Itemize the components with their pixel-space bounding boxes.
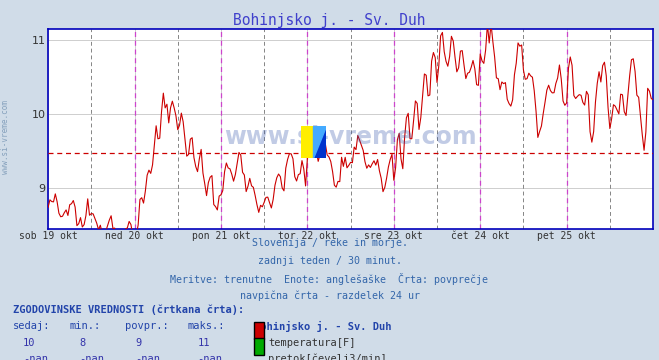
Text: Meritve: trenutne  Enote: anglešaške  Črta: povprečje: Meritve: trenutne Enote: anglešaške Črta… [171, 273, 488, 285]
Text: www.si-vreme.com: www.si-vreme.com [224, 125, 477, 149]
Text: navpična črta - razdelek 24 ur: navpična črta - razdelek 24 ur [239, 290, 420, 301]
Text: povpr.:: povpr.: [125, 321, 169, 331]
Text: pretok[čevelj3/min]: pretok[čevelj3/min] [268, 354, 387, 360]
Text: www.si-vreme.com: www.si-vreme.com [1, 100, 10, 174]
Polygon shape [313, 126, 326, 158]
Text: maks.:: maks.: [188, 321, 225, 331]
Text: Bohinjsko j. - Sv. Duh: Bohinjsko j. - Sv. Duh [233, 13, 426, 28]
Text: temperatura[F]: temperatura[F] [268, 338, 356, 348]
Text: -nan: -nan [135, 354, 160, 360]
Text: -nan: -nan [198, 354, 223, 360]
Text: ZGODOVINSKE VREDNOSTI (črtkana črta):: ZGODOVINSKE VREDNOSTI (črtkana črta): [13, 304, 244, 315]
Text: 8: 8 [79, 338, 85, 348]
Text: 9: 9 [135, 338, 141, 348]
Text: min.:: min.: [69, 321, 100, 331]
Text: sedaj:: sedaj: [13, 321, 51, 331]
Text: -nan: -nan [79, 354, 104, 360]
Text: 10: 10 [23, 338, 36, 348]
Polygon shape [313, 126, 326, 158]
Text: 11: 11 [198, 338, 210, 348]
Text: Bohinjsko j. - Sv. Duh: Bohinjsko j. - Sv. Duh [254, 321, 391, 332]
Text: -nan: -nan [23, 354, 48, 360]
Text: Slovenija / reke in morje.: Slovenija / reke in morje. [252, 238, 407, 248]
Text: zadnji teden / 30 minut.: zadnji teden / 30 minut. [258, 256, 401, 266]
